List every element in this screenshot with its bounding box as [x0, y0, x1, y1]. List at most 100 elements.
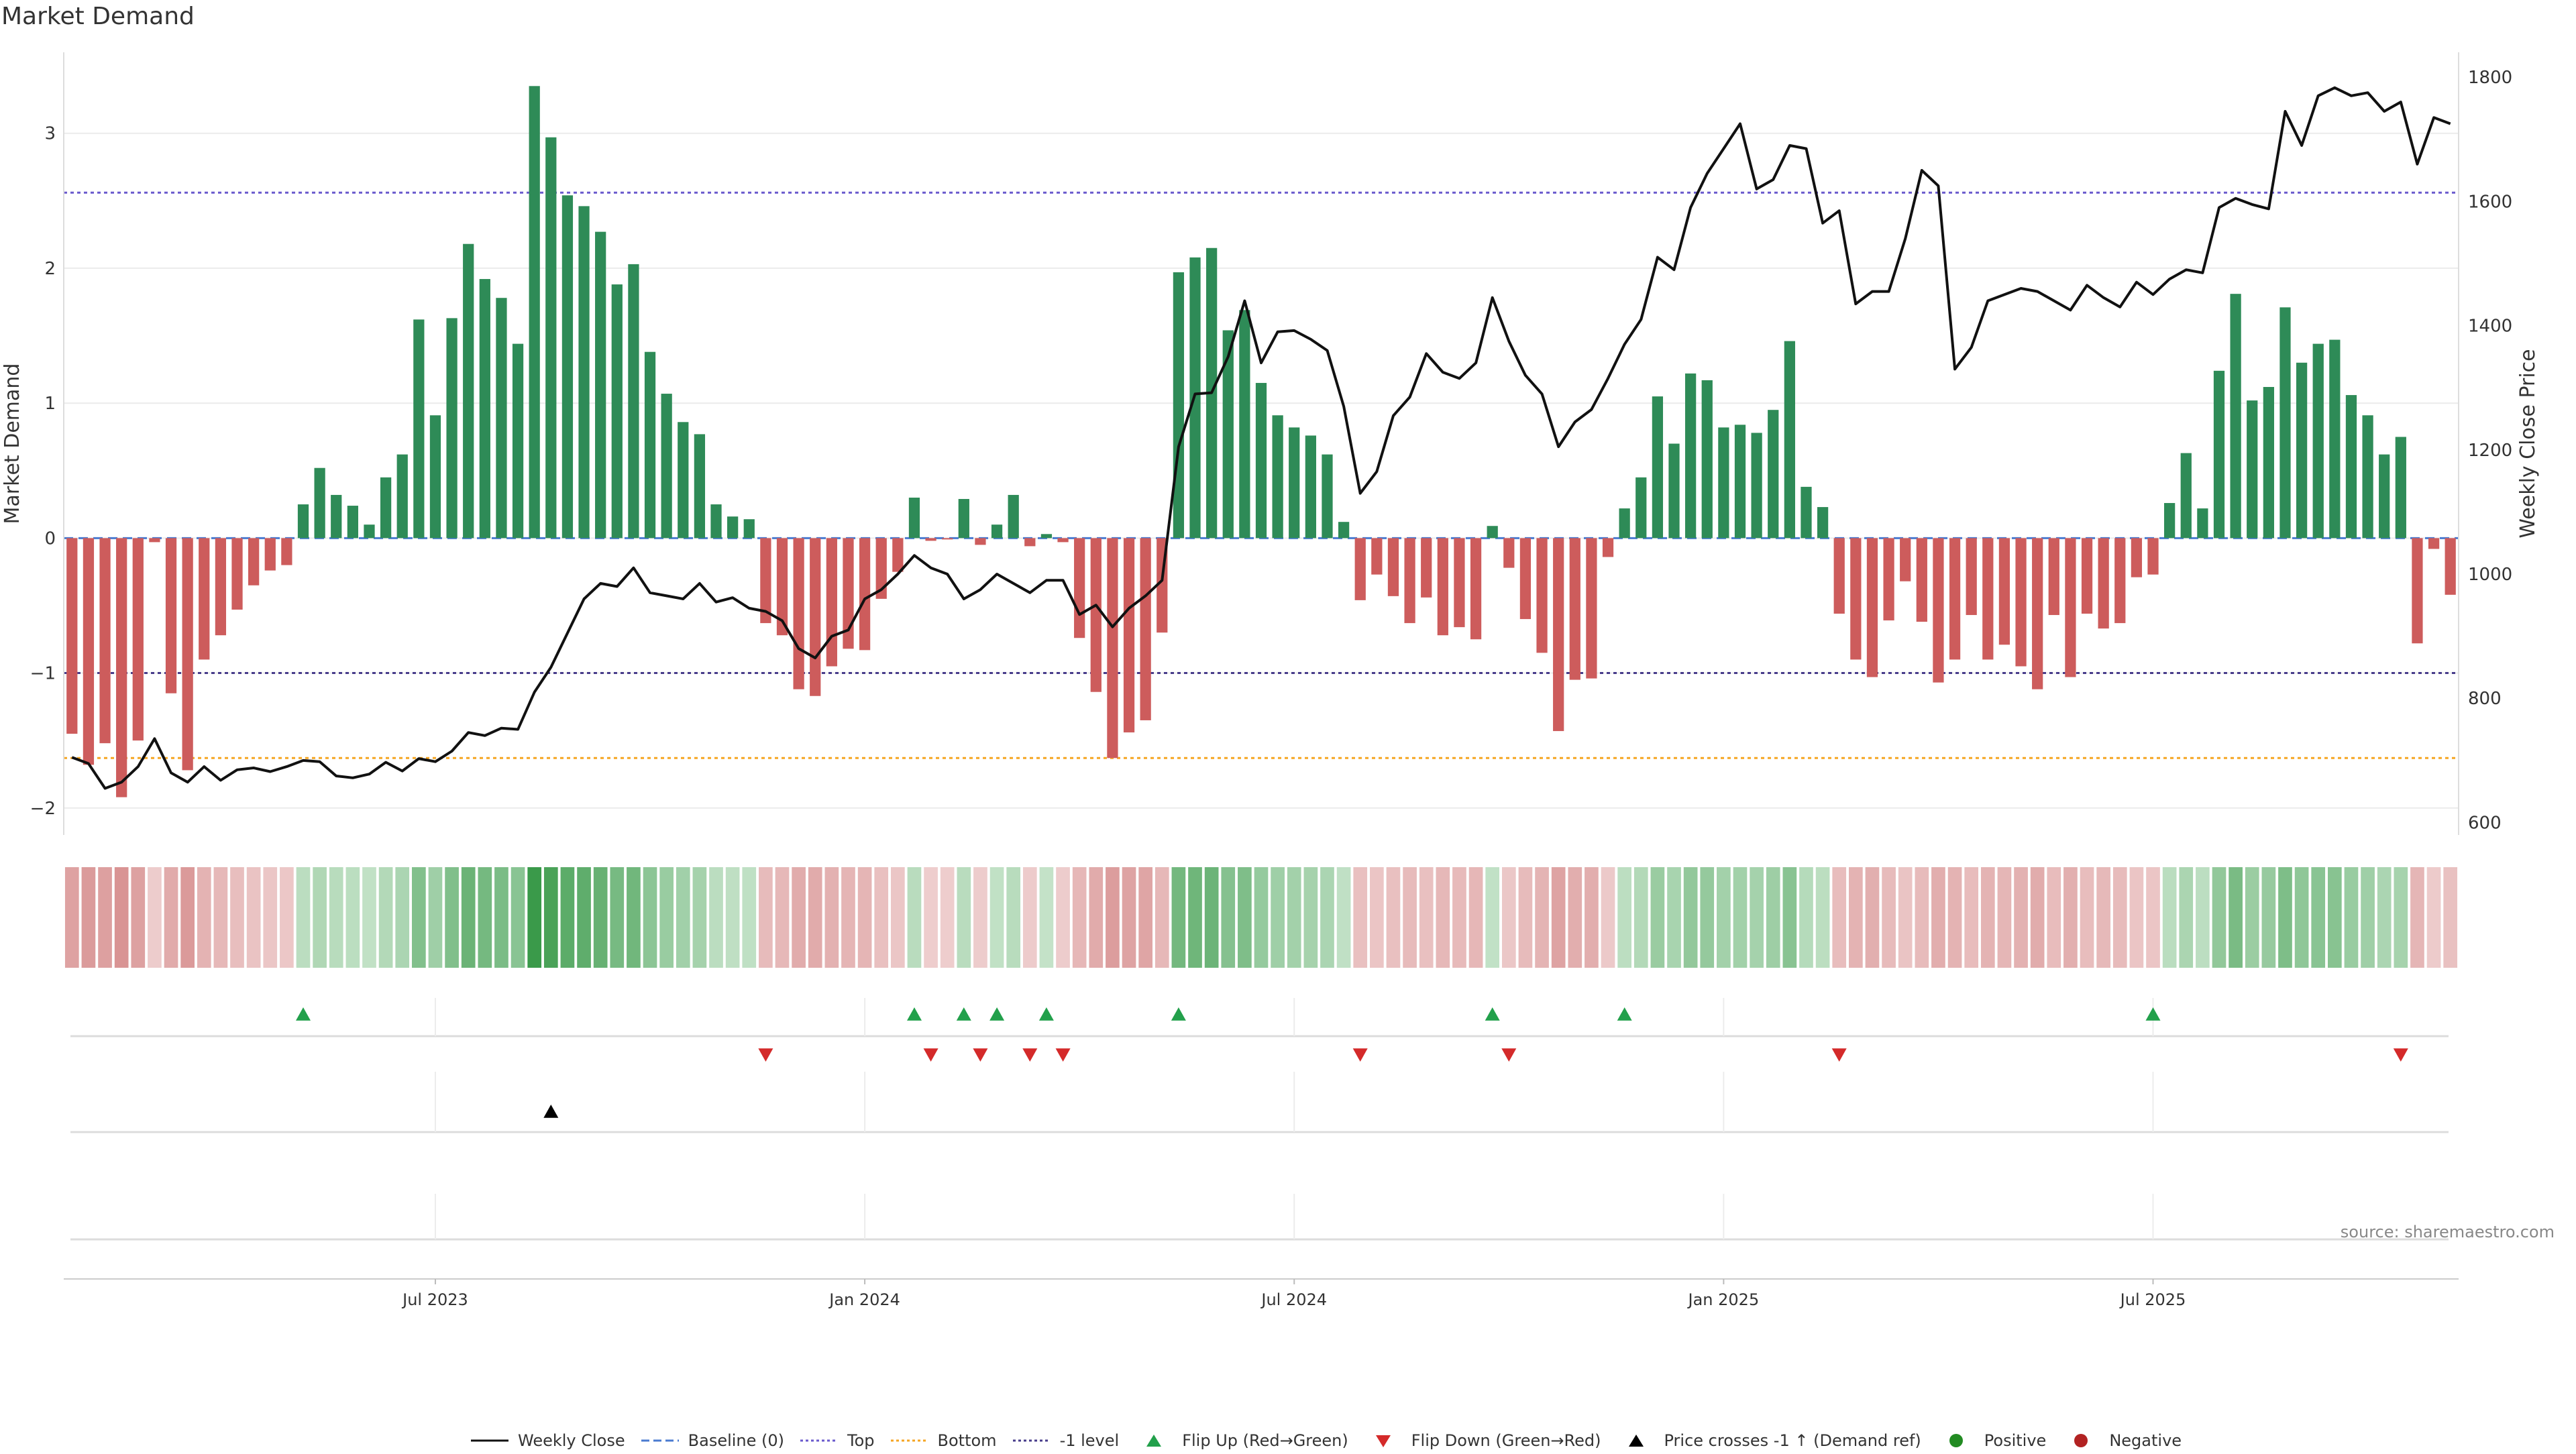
- demand-bar: [595, 231, 606, 539]
- heat-cell: [692, 867, 707, 968]
- demand-bar: [1123, 538, 1135, 733]
- heat-cell: [2410, 867, 2424, 968]
- heat-cell: [1931, 867, 1945, 968]
- demand-bar: [2213, 370, 2225, 539]
- heat-cell: [2179, 867, 2194, 968]
- legend-minus1[interactable]: -1 level: [1012, 1431, 1119, 1450]
- demand-bar: [1354, 538, 1366, 600]
- heat-cell: [2311, 867, 2326, 968]
- demand-bar: [1685, 373, 1697, 539]
- demand-bar: [2147, 538, 2159, 575]
- heat-cell: [593, 867, 608, 968]
- heat-cell: [2112, 867, 2127, 968]
- heat-cell: [1865, 867, 1880, 968]
- heat-cell: [1022, 867, 1037, 968]
- heat-cell: [1882, 867, 1896, 968]
- heat-cell: [2344, 867, 2359, 968]
- event-markers: Jul 2023 Jan 2024 Jul 2024 Jan 2025 Jul 2025: [64, 998, 2459, 1309]
- demand-bar: [1140, 538, 1151, 720]
- demand-bar: [1751, 433, 1762, 539]
- legend-flip-up[interactable]: Flip Up (Red→Green): [1134, 1431, 1348, 1450]
- demand-bar: [1569, 538, 1580, 680]
- demand-bar: [578, 206, 590, 539]
- demand-bar: [925, 538, 936, 541]
- y-tick-label: 2: [44, 259, 56, 279]
- demand-bar: [2114, 538, 2126, 624]
- heat-cell: [2426, 867, 2441, 968]
- legend-positive[interactable]: Positive: [1936, 1431, 2047, 1450]
- flip-down-marker: [1022, 1048, 1038, 1062]
- heat-cell: [1056, 867, 1070, 968]
- heat-cell: [1122, 867, 1136, 968]
- demand-bar: [1982, 538, 1994, 660]
- flip-up-marker: [989, 1007, 1005, 1021]
- demand-bar: [1008, 494, 1019, 539]
- demand-bar: [1404, 538, 1415, 624]
- flip-up-marker: [2145, 1007, 2161, 1021]
- y2-tick-label: 1800: [2468, 68, 2512, 88]
- source-note: source: sharemaestro.com: [2340, 1223, 2555, 1241]
- heat-cell: [2096, 867, 2110, 968]
- heat-cell: [2014, 867, 2028, 968]
- y-tick-label: −1: [30, 664, 56, 684]
- y2-tick-label: 800: [2468, 689, 2502, 709]
- demand-bar: [364, 524, 375, 539]
- demand-bar: [2098, 538, 2109, 629]
- flip-up-marker: [1617, 1007, 1632, 1021]
- demand-bar: [182, 538, 193, 771]
- demand-bar: [2296, 362, 2308, 539]
- legend-flip-down[interactable]: Flip Down (Green→Red): [1363, 1431, 1601, 1450]
- demand-bar: [760, 538, 771, 624]
- demand-bar: [1322, 454, 1333, 539]
- heat-cell: [1568, 867, 1582, 968]
- heat-cell: [1551, 867, 1566, 968]
- legend-label: Positive: [1984, 1431, 2047, 1450]
- heat-cell: [1617, 867, 1631, 968]
- demand-bar: [942, 538, 953, 540]
- demand-bar: [1437, 538, 1448, 636]
- x-tick-label: Jul 2025: [2119, 1290, 2186, 1309]
- heat-cell: [2443, 867, 2458, 968]
- heat-cell: [1171, 867, 1186, 968]
- heat-cell: [64, 867, 79, 968]
- legend-negative[interactable]: Negative: [2061, 1431, 2182, 1450]
- demand-bar: [1074, 538, 1085, 638]
- legend-weekly-close[interactable]: Weekly Close: [470, 1431, 625, 1450]
- heat-cell: [1717, 867, 1731, 968]
- dot-icon: [1949, 1434, 1963, 1447]
- demand-bar: [1255, 382, 1267, 539]
- demand-bar: [975, 538, 986, 545]
- dotted-line-icon: [800, 1439, 839, 1442]
- heat-cell: [2229, 867, 2243, 968]
- demand-bar: [1024, 538, 1036, 547]
- heat-cell: [643, 867, 657, 968]
- legend-bottom[interactable]: Bottom: [890, 1431, 997, 1450]
- heat-cell: [1799, 867, 1813, 968]
- heat-cell: [676, 867, 690, 968]
- heat-cell: [1353, 867, 1368, 968]
- heat-cell: [81, 867, 96, 968]
- legend-baseline[interactable]: Baseline (0): [640, 1431, 784, 1450]
- demand-bar: [2379, 454, 2390, 539]
- demand-bar: [2081, 538, 2093, 614]
- legend-top[interactable]: Top: [799, 1431, 875, 1450]
- heat-cell: [1733, 867, 1748, 968]
- axes: −2 −1 0 1 2 3 600 800 1000 1200 1400 1600 1800 Market…: [1, 52, 2540, 835]
- demand-bar: [2362, 415, 2373, 539]
- demand-bar: [132, 538, 144, 741]
- flip-up-marker: [907, 1007, 922, 1021]
- legend-label: Negative: [2109, 1431, 2182, 1450]
- legend-price-cross[interactable]: Price crosses -1 ↑ (Demand ref): [1616, 1431, 1921, 1450]
- heat-cell: [1980, 867, 1995, 968]
- demand-bar: [99, 538, 111, 744]
- heat-cell: [2394, 867, 2408, 968]
- heat-cell: [2162, 867, 2177, 968]
- flip-down-marker: [923, 1048, 938, 1062]
- demand-heat-strip: [64, 867, 2458, 968]
- demand-bar: [1454, 538, 1465, 628]
- price-line-layer: [71, 86, 2451, 790]
- demand-bar: [1850, 538, 1862, 660]
- heat-cell: [1849, 867, 1863, 968]
- heat-cell: [1585, 867, 1599, 968]
- heat-cell: [808, 867, 822, 968]
